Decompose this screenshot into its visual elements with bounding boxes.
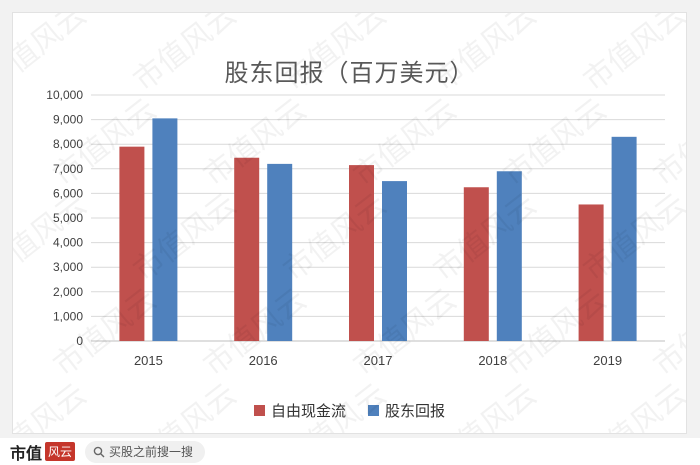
x-tick-label: 2019 xyxy=(593,353,622,368)
y-tick-label: 7,000 xyxy=(53,162,83,176)
chart-card: 0 1,000 2,000 3,000 4,000 5,000 6,000 7,000 8,00… xyxy=(12,12,687,434)
x-tick-label: 2017 xyxy=(364,353,393,368)
bar-free-cash-flow-2018 xyxy=(463,187,489,341)
legend-swatch-series-1 xyxy=(253,405,265,416)
chart-plot: 0 1,000 2,000 3,000 4,000 5,000 6,000 7,000 8,00… xyxy=(46,88,665,368)
search-placeholder: 买股之前搜一搜 xyxy=(109,445,194,459)
legend-swatch-series-2 xyxy=(368,405,379,416)
bar-shareholder-return-2018 xyxy=(496,171,522,341)
bar-shareholder-return-2016 xyxy=(267,163,293,341)
y-tick-label: 4,000 xyxy=(53,236,83,250)
bar-free-cash-flow-2016 xyxy=(234,157,260,341)
chart-title: 股东回报（百万美元） xyxy=(224,59,475,87)
brand-stamp: 风云 xyxy=(45,442,76,461)
brand-name: 市值 xyxy=(10,443,43,463)
chart-legend: 自由现金流 股东回报 xyxy=(13,400,686,421)
y-tick-label: 2,000 xyxy=(53,285,83,299)
bar-free-cash-flow-2019 xyxy=(578,204,604,341)
y-tick-label: 1,000 xyxy=(53,309,83,323)
y-tick-label: 6,000 xyxy=(53,186,83,200)
legend-item-series-2: 股东回报 xyxy=(368,400,445,421)
search-icon xyxy=(93,446,105,457)
y-tick-label: 9,000 xyxy=(53,113,83,127)
x-tick-label: 2015 xyxy=(134,353,163,368)
y-tick-label: 0 xyxy=(76,334,83,348)
y-tick-label: 3,000 xyxy=(53,260,83,274)
legend-item-series-1: 自由现金流 xyxy=(253,400,346,421)
bar-free-cash-flow-2017 xyxy=(349,165,374,341)
y-tick-label: 10,000 xyxy=(46,88,83,102)
legend-label-series-2: 股东回报 xyxy=(385,402,446,420)
bar-shareholder-return-2015 xyxy=(152,118,178,342)
search-box[interactable]: 买股之前搜一搜 xyxy=(85,440,206,463)
x-tick-label: 2018 xyxy=(478,353,507,368)
y-tick-label: 5,000 xyxy=(53,211,83,225)
bar-free-cash-flow-2015 xyxy=(119,146,145,341)
y-tick-label: 8,000 xyxy=(53,137,83,151)
brand-logo[interactable]: 市值 风云 xyxy=(10,440,76,464)
bar-shareholder-return-2017 xyxy=(382,181,407,341)
footer-bar: 市值 风云 买股之前搜一搜 xyxy=(0,438,700,465)
x-tick-label: 2016 xyxy=(249,353,278,368)
bar-shareholder-return-2019 xyxy=(611,136,637,341)
legend-label-series-1: 自由现金流 xyxy=(270,402,346,420)
